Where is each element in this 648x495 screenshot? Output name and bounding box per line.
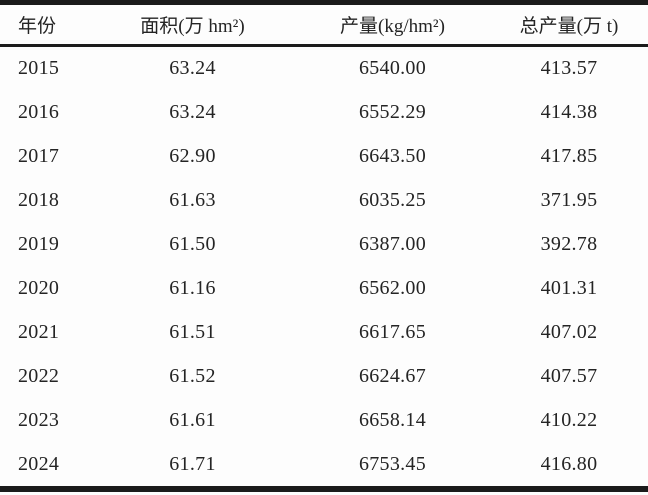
cell-area: 61.51 bbox=[169, 320, 216, 343]
cell-yield: 6658.14 bbox=[358, 408, 427, 431]
table-row: 2016 63.24 6552.29 414.38 bbox=[0, 91, 648, 135]
table-body: 2015 63.24 6540.00 413.57 2016 63.24 655… bbox=[0, 47, 648, 486]
cell-area: 61.50 bbox=[169, 233, 216, 256]
cell-year: 2017 bbox=[18, 145, 60, 168]
table-row: 2020 61.16 6562.00 401.31 bbox=[0, 267, 648, 311]
cell-yield: 6552.29 bbox=[358, 101, 427, 124]
cell-yield: 6387.00 bbox=[358, 233, 427, 256]
cell-area: 61.61 bbox=[169, 408, 216, 431]
table-header-row: 年份 面积(万 hm²) 产量(kg/hm²) 总产量(万 t) bbox=[0, 5, 648, 47]
table-row: 2019 61.50 6387.00 392.78 bbox=[0, 223, 648, 267]
cell-year: 2024 bbox=[18, 452, 60, 475]
header-area: 面积(万 hm²) bbox=[140, 16, 245, 37]
table-row: 2023 61.61 6658.14 410.22 bbox=[0, 398, 648, 442]
table-row: 2017 62.90 6643.50 417.85 bbox=[0, 135, 648, 179]
cell-year: 2019 bbox=[18, 233, 60, 256]
cell-yield: 6540.00 bbox=[358, 57, 427, 80]
cell-area: 63.24 bbox=[169, 57, 216, 80]
cell-area: 61.71 bbox=[169, 452, 216, 475]
table-row: 2022 61.52 6624.67 407.57 bbox=[0, 354, 648, 398]
header-yield: 产量(kg/hm²) bbox=[340, 16, 445, 37]
table-row: 2024 61.71 6753.45 416.80 bbox=[0, 442, 648, 486]
table-row: 2021 61.51 6617.65 407.02 bbox=[0, 310, 648, 354]
cell-total: 407.57 bbox=[540, 364, 598, 387]
cell-year: 2020 bbox=[18, 276, 60, 299]
cell-yield: 6562.00 bbox=[358, 276, 427, 299]
cell-total: 416.80 bbox=[540, 452, 598, 475]
header-total: 总产量(万 t) bbox=[519, 16, 619, 37]
header-year: 年份 bbox=[18, 16, 57, 37]
cell-total: 413.57 bbox=[540, 57, 598, 80]
cell-area: 63.24 bbox=[169, 101, 216, 124]
cell-total: 407.02 bbox=[540, 320, 598, 343]
cell-yield: 6617.65 bbox=[358, 320, 427, 343]
cell-area: 61.52 bbox=[169, 364, 216, 387]
cell-yield: 6624.67 bbox=[358, 364, 427, 387]
cell-yield: 6753.45 bbox=[358, 452, 427, 475]
cell-year: 2023 bbox=[18, 408, 60, 431]
cell-area: 62.90 bbox=[169, 145, 216, 168]
cell-area: 61.16 bbox=[169, 276, 216, 299]
cell-yield: 6643.50 bbox=[358, 145, 427, 168]
cell-total: 410.22 bbox=[540, 408, 598, 431]
cell-year: 2021 bbox=[18, 320, 60, 343]
cell-year: 2015 bbox=[18, 57, 60, 80]
table-row: 2018 61.63 6035.25 371.95 bbox=[0, 179, 648, 223]
cell-total: 401.31 bbox=[540, 276, 598, 299]
cell-total: 414.38 bbox=[540, 101, 598, 124]
table-row: 2015 63.24 6540.00 413.57 bbox=[0, 47, 648, 91]
cell-total: 371.95 bbox=[540, 189, 598, 212]
cell-year: 2016 bbox=[18, 101, 60, 124]
cell-total: 417.85 bbox=[540, 145, 598, 168]
cell-yield: 6035.25 bbox=[358, 189, 427, 212]
cell-year: 2022 bbox=[18, 364, 60, 387]
cell-area: 61.63 bbox=[169, 189, 216, 212]
cell-total: 392.78 bbox=[540, 233, 598, 256]
cell-year: 2018 bbox=[18, 189, 60, 212]
